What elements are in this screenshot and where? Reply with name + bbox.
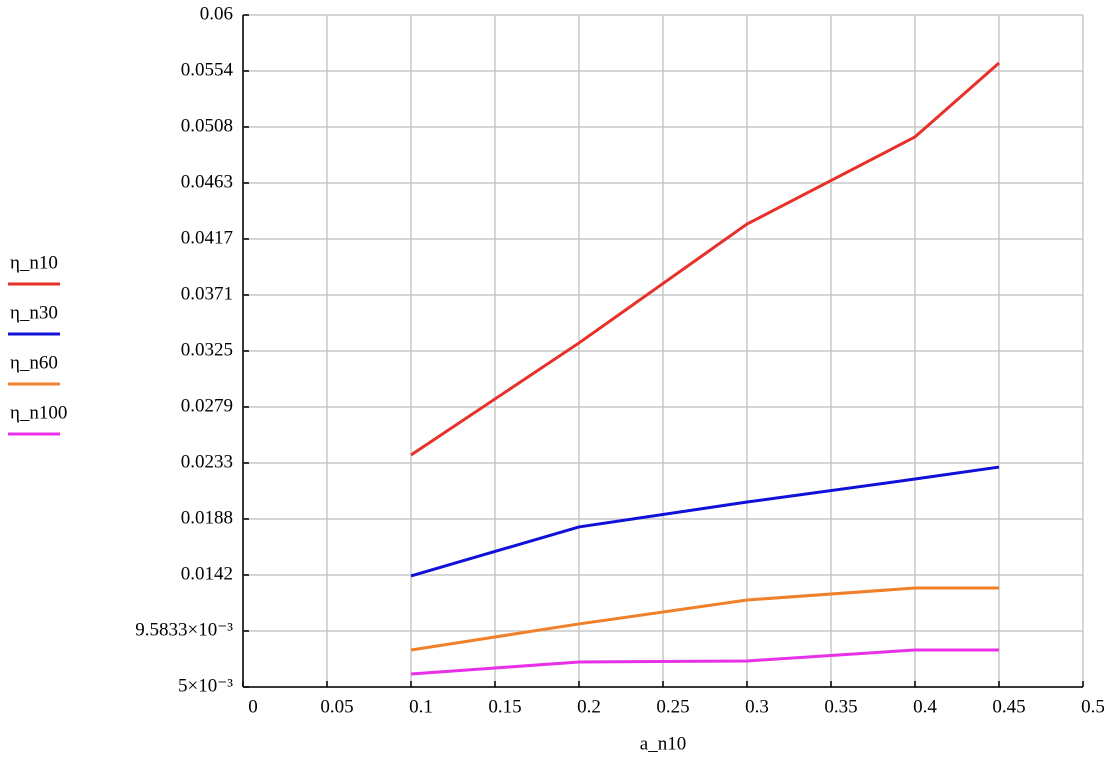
x-tick-label: 0.2 [577,696,601,717]
y-tick-label: 0.0142 [181,563,233,584]
series-line [410,465,1000,578]
x-tick-label: 0.3 [745,696,769,717]
y-tick-label: 0.06 [200,3,233,24]
y-tick-label: 0.0417 [181,227,233,248]
legend-label: η_n60 [10,352,58,373]
x-tick-label: 0.15 [488,696,521,717]
x-tick-label: 0.35 [824,696,857,717]
x-tick-label: 0.05 [320,696,353,717]
series-line [410,61,1000,457]
x-tick-label: 0.5 [1081,696,1105,717]
x-tick-label: 0.45 [992,696,1025,717]
x-tick-label: 0.4 [913,696,937,717]
legend-label: η_n10 [10,252,58,273]
y-tick-label: 0.0233 [181,451,233,472]
x-tick-label: 0.25 [656,696,689,717]
y-tick-label: 9.5833×10⁻³ [135,619,233,640]
y-tick-label: 0.0371 [181,283,233,304]
series-line [410,586,999,652]
series-line [410,648,999,676]
y-tick-label: 0.0188 [181,507,233,528]
y-tick-label: 0.0463 [181,171,233,192]
x-tick-label: 0.1 [409,696,433,717]
x-axis-label: a_n10 [640,733,686,754]
y-tick-label: 0.0279 [181,395,233,416]
legend-label: η_n100 [10,402,67,423]
y-tick-label: 0.0325 [181,339,233,360]
x-tick-label: 0 [248,696,258,717]
legend-label: η_n30 [10,302,58,323]
y-tick-label: 5×10⁻³ [178,675,233,696]
y-tick-label: 0.0554 [181,59,234,80]
y-tick-label: 0.0508 [181,115,233,136]
